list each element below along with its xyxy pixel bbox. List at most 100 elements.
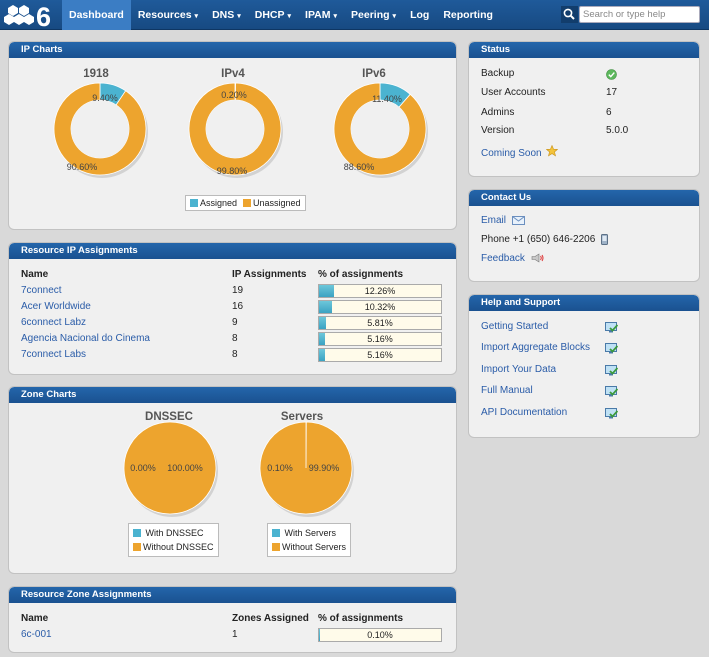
- ip-assignment-row-count: 8: [232, 349, 238, 360]
- nav-label: Dashboard: [69, 9, 124, 21]
- main-nav: Dashboard Resources ▾ DNS ▾ DHCP ▾ IPAM ▾ Pe…: [62, 0, 500, 30]
- screen-check-icon[interactable]: [605, 386, 618, 397]
- screen-check-icon[interactable]: [605, 343, 618, 354]
- pie-value-label: 0.20%: [221, 90, 247, 100]
- ip-assignment-row-name-link[interactable]: Agencia Nacional do Cinema: [21, 333, 150, 344]
- legend-swatch: [272, 543, 280, 551]
- pie-value-label: 0.10%: [267, 463, 293, 473]
- caret-down-icon: ▾: [287, 13, 292, 20]
- ip-assignment-row-name-link[interactable]: 6connect Labz: [21, 317, 87, 328]
- svg-text:6: 6: [36, 2, 51, 29]
- percent-bar-label: 5.16%: [367, 350, 393, 360]
- zone-charts-panel: Zone Charts DNSSEC Servers 0.00% 100.00% 0…: [8, 386, 457, 574]
- ip-assignment-row-count: 19: [232, 285, 244, 296]
- legend-item-with-servers: With Servers: [272, 526, 346, 540]
- top-navbar: 6 Dashboard Resources ▾ DNS ▾ DHCP ▾ IPAM ▾ …: [0, 0, 709, 30]
- caret-down-icon: ▾: [333, 13, 338, 20]
- nav-label: DNS: [212, 9, 235, 21]
- nav-dhcp[interactable]: DHCP ▾: [248, 0, 298, 30]
- caret-down-icon: ▾: [392, 13, 397, 20]
- status-user-accounts-value: 17: [606, 87, 618, 98]
- donut-hole: [206, 100, 264, 158]
- chart-title-ipv4: IPv4: [221, 68, 245, 80]
- ip-assignment-row-name-link[interactable]: Acer Worldwide: [21, 301, 91, 312]
- dnssec-legend: With DNSSEC Without DNSSEC: [128, 523, 219, 557]
- help-link-full-manual[interactable]: Full Manual: [481, 385, 533, 396]
- panel-header: Resource IP Assignments: [9, 243, 456, 259]
- percent-bar-fill: [319, 629, 320, 641]
- zone-assignment-row-name-link[interactable]: 6c-001: [21, 629, 52, 640]
- email-link[interactable]: Email: [481, 213, 525, 229]
- zone-pie-charts: 0.00% 100.00% 0.10% 99.90%: [123, 421, 354, 517]
- coming-soon-label: Coming Soon: [481, 148, 542, 159]
- nav-label: Reporting: [443, 9, 493, 21]
- help-link-import-your-data[interactable]: Import Your Data: [481, 364, 557, 375]
- pie-value-label: 99.80%: [217, 166, 248, 176]
- nav-reporting[interactable]: Reporting: [436, 0, 500, 30]
- screen-check-icon[interactable]: [605, 322, 618, 333]
- nav-log[interactable]: Log: [403, 0, 436, 30]
- pie-value-label: 9.40%: [92, 93, 118, 103]
- legend-item-unassigned: Unassigned: [243, 198, 301, 208]
- ip-assignment-row-percent-bar: 5.81%: [318, 316, 442, 330]
- nav-ipam[interactable]: IPAM ▾: [298, 0, 344, 30]
- ip-assignment-row-count: 8: [232, 333, 238, 344]
- column-header-pct: % of assignments: [318, 613, 404, 624]
- ip-assignment-row-percent-bar: 5.16%: [318, 348, 442, 362]
- legend-item-without-dnssec: Without DNSSEC: [133, 540, 214, 554]
- chart-title-dnssec: DNSSEC: [145, 411, 193, 423]
- percent-bar-fill: [319, 301, 332, 313]
- nav-label: IPAM: [305, 9, 331, 21]
- ip-assignment-row-count: 9: [232, 317, 238, 328]
- percent-bar-fill: [319, 349, 326, 361]
- legend-swatch: [272, 529, 280, 537]
- nav-resources[interactable]: Resources ▾: [131, 0, 205, 30]
- screen-check-icon[interactable]: [605, 408, 618, 419]
- ip-assignment-row-name-link[interactable]: 7connect Labs: [21, 349, 87, 360]
- pie-value-label: 99.90%: [309, 463, 340, 473]
- donut-hole: [351, 100, 409, 158]
- search-icon[interactable]: [561, 6, 578, 23]
- ip-charts-panel: IP Charts 1918 IPv4 IPv6 9.40% 90.60% 0.20…: [8, 41, 457, 230]
- column-header-zones-assigned: Zones Assigned: [232, 613, 309, 624]
- status-panel: Status Backup User Accounts 17 Admins 6 …: [468, 41, 700, 177]
- resource-zone-panel: Resource Zone Assignments Name Zones Ass…: [8, 586, 457, 653]
- column-header-name: Name: [21, 269, 49, 280]
- donut-hole: [71, 100, 129, 158]
- help-link-getting-started[interactable]: Getting Started: [481, 321, 549, 332]
- legend-item-with-dnssec: With DNSSEC: [133, 526, 214, 540]
- legend-item-without-servers: Without Servers: [272, 540, 346, 554]
- nav-label: DHCP: [254, 9, 285, 21]
- ip-assignment-row-name-link[interactable]: 7connect: [21, 285, 62, 296]
- ip-assignment-row-percent-bar: 12.26%: [318, 284, 442, 298]
- pie-value-label: 88.60%: [344, 162, 375, 172]
- ip-assignment-row-count: 16: [232, 301, 244, 312]
- panel-header: Contact Us: [469, 190, 699, 206]
- nav-dashboard[interactable]: Dashboard: [62, 0, 131, 30]
- percent-bar-label: 0.10%: [367, 630, 393, 640]
- status-backup-label: Backup: [481, 68, 515, 79]
- feedback-link[interactable]: Feedback: [481, 251, 544, 267]
- search-input[interactable]: [579, 6, 700, 23]
- phone-row: Phone +1 (650) 646-2206: [481, 232, 609, 248]
- screen-check-icon[interactable]: [605, 365, 618, 376]
- coming-soon-link[interactable]: Coming Soon: [481, 145, 559, 161]
- pie-slice-without-dnssec[interactable]: [123, 421, 217, 515]
- 6connect-logo[interactable]: 6: [4, 1, 60, 29]
- legend-label: Without Servers: [282, 542, 347, 552]
- chart-title-1918: 1918: [83, 68, 109, 80]
- nav-peering[interactable]: Peering ▾: [344, 0, 403, 30]
- star-icon: [546, 145, 559, 157]
- pie-slice-without-servers[interactable]: [259, 421, 353, 515]
- pie-value-label: 11.40%: [372, 94, 402, 104]
- status-version-value: 5.0.0: [606, 125, 629, 136]
- nav-dns[interactable]: DNS ▾: [205, 0, 248, 30]
- pie-value-label: 0.00%: [130, 463, 156, 473]
- panel-header: Resource Zone Assignments: [9, 587, 456, 603]
- help-link-api-documentation[interactable]: API Documentation: [481, 407, 568, 418]
- percent-bar-fill: [319, 333, 326, 345]
- help-link-import-aggregate-blocks[interactable]: Import Aggregate Blocks: [481, 342, 590, 353]
- legend-item-assigned: Assigned: [190, 198, 237, 208]
- chart-title-servers: Servers: [280, 411, 324, 423]
- servers-legend: With Servers Without Servers: [267, 523, 352, 557]
